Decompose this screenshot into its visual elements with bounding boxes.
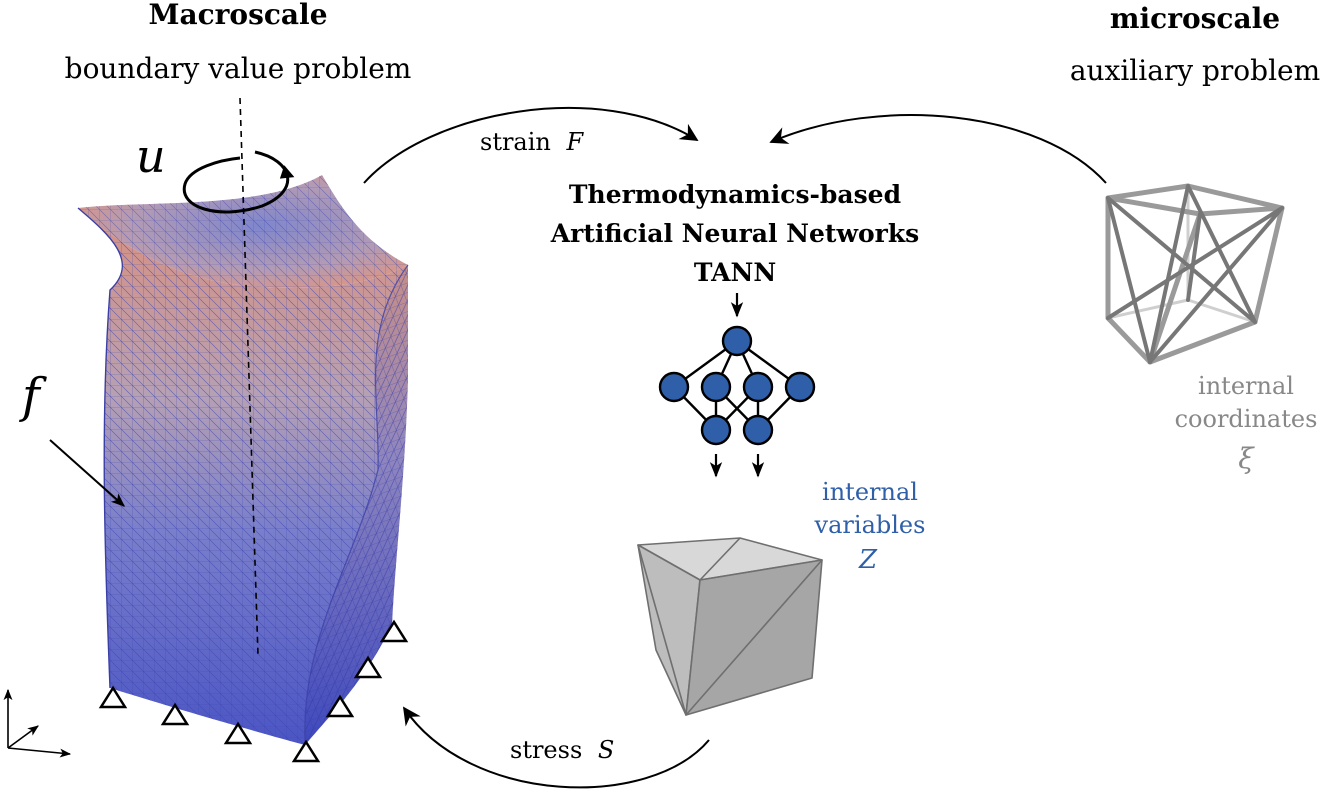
stress-arrow bbox=[402, 706, 710, 789]
rve-solid-cube bbox=[637, 537, 823, 716]
force-arrow bbox=[49, 439, 126, 507]
support-triangle bbox=[325, 694, 355, 718]
neural-network-icon bbox=[658, 325, 816, 478]
strain-arrow bbox=[363, 107, 699, 184]
tann-panel: Thermodynamics-based Artificial Neural N… bbox=[550, 180, 926, 716]
microscale-title: microscale bbox=[1110, 2, 1280, 35]
lattice-truss-cube bbox=[1105, 183, 1285, 365]
support-triangle bbox=[98, 685, 128, 709]
macroscale-title: Macroscale bbox=[148, 0, 327, 31]
internal-coordinates-symbol: ξ bbox=[1238, 442, 1255, 475]
support-triangle bbox=[160, 702, 190, 726]
macroscale-subtitle: boundary value problem bbox=[65, 52, 412, 85]
tann-title-line2: Artificial Neural Networks bbox=[550, 219, 919, 248]
strain-label: strain F bbox=[480, 128, 585, 156]
support-triangle bbox=[291, 739, 321, 763]
network-node bbox=[742, 414, 774, 446]
internal-coordinates-line1: internal bbox=[1198, 372, 1294, 400]
tann-title-line1: Thermodynamics-based bbox=[569, 180, 901, 209]
microscale-subtitle: auxiliary problem bbox=[1070, 54, 1320, 87]
support-triangle bbox=[379, 619, 409, 643]
network-node bbox=[742, 371, 774, 403]
internal-variables-line1: internal bbox=[822, 478, 918, 506]
internal-coordinates-line2: coordinates bbox=[1175, 405, 1318, 433]
support-triangle bbox=[223, 721, 253, 745]
network-node bbox=[784, 371, 816, 403]
twisted-column-mesh bbox=[77, 175, 409, 746]
stress-label: stress S bbox=[510, 736, 614, 764]
internal-variables-symbol: Z bbox=[858, 545, 878, 575]
tann-title-line3: TANN bbox=[694, 258, 776, 287]
network-node bbox=[658, 371, 690, 403]
boundary-supports bbox=[98, 619, 409, 763]
network-node bbox=[721, 325, 753, 357]
twist-axis-dashed bbox=[239, 97, 259, 656]
internal-variables-line2: variables bbox=[814, 511, 926, 539]
force-symbol: f bbox=[19, 368, 47, 424]
network-node bbox=[700, 371, 732, 403]
coordinate-axes bbox=[3, 688, 72, 758]
micro-to-tann-arrow bbox=[769, 114, 1107, 184]
microscale-panel: microscale auxiliary problem bbox=[1070, 2, 1320, 475]
network-node bbox=[700, 414, 732, 446]
displacement-symbol: u bbox=[136, 129, 166, 183]
macroscale-panel: Macroscale boundary value problem u f bbox=[3, 0, 412, 763]
support-triangle bbox=[353, 655, 383, 679]
